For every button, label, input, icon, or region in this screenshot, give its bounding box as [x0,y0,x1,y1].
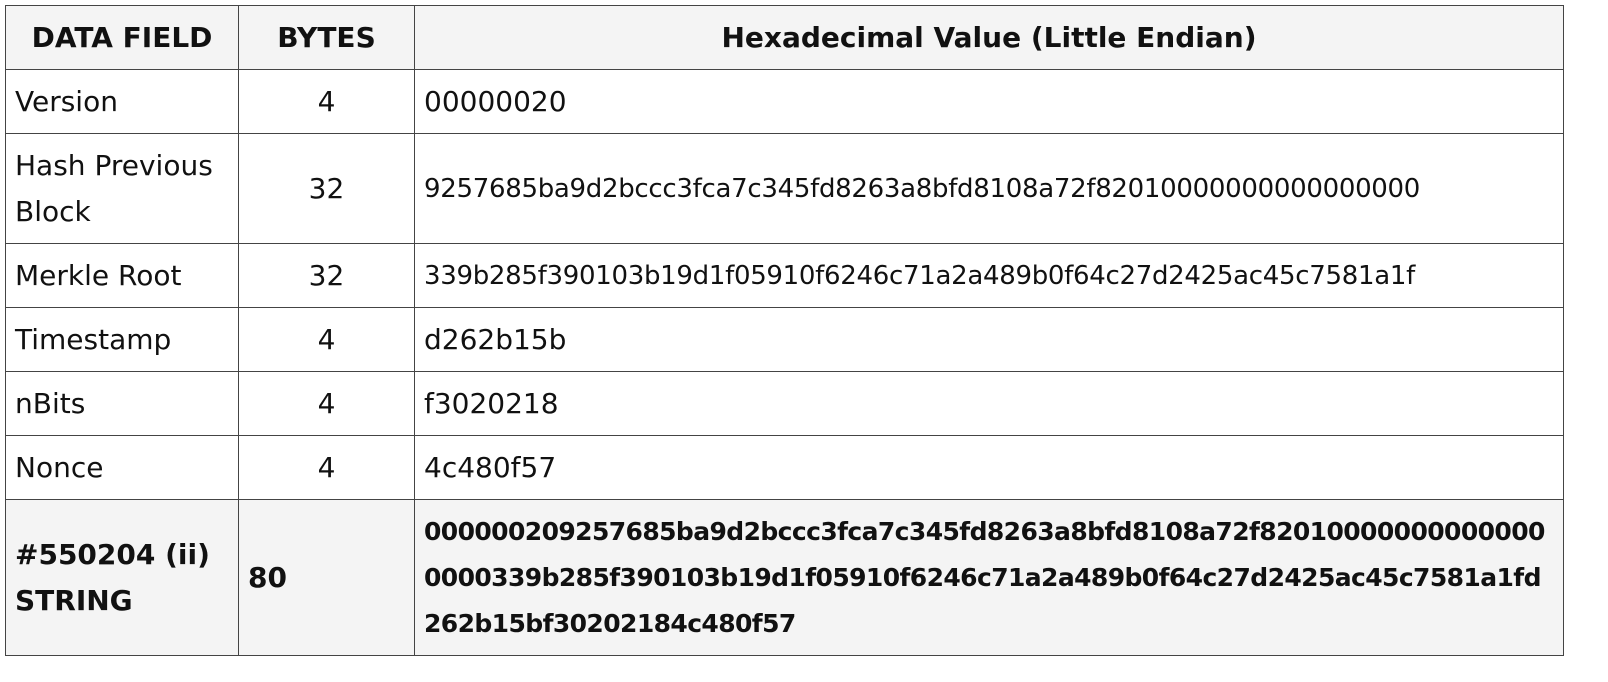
table-row: Version 4 00000020 [5,69,1564,134]
table-row-total: #550204 (ii) STRING 80 000000209257685ba… [5,499,1564,656]
bytes-cell: 4 [238,69,415,134]
hex-value-cell: 4c480f57 [414,435,1564,500]
total-field-name-cell: #550204 (ii) STRING [5,499,239,656]
column-header-bytes: BYTES [238,5,415,70]
field-name-cell: Merkle Root [5,243,239,308]
hex-value-cell: 00000020 [414,69,1564,134]
table-row: Merkle Root 32 339b285f390103b19d1f05910… [5,243,1564,308]
field-name-cell: Version [5,69,239,134]
total-bytes-cell: 80 [238,499,415,656]
table-row: Timestamp 4 d262b15b [5,307,1564,372]
column-header-hex-value: Hexadecimal Value (Little Endian) [414,5,1564,70]
hex-value-cell: d262b15b [414,307,1564,372]
field-name-cell: Hash Previous Block [5,133,239,244]
bytes-cell: 4 [238,371,415,436]
column-header-data-field: DATA FIELD [5,5,239,70]
bytes-cell: 4 [238,307,415,372]
field-name-cell: Nonce [5,435,239,500]
bytes-cell: 4 [238,435,415,500]
field-name-cell: Timestamp [5,307,239,372]
field-name-cell: nBits [5,371,239,436]
table-header-row: DATA FIELD BYTES Hexadecimal Value (Litt… [5,5,1564,70]
hex-value-cell: 339b285f390103b19d1f05910f6246c71a2a489b… [414,243,1564,308]
table-row: nBits 4 f3020218 [5,371,1564,436]
hex-value-cell: f3020218 [414,371,1564,436]
bytes-cell: 32 [238,133,415,244]
table-row: Hash Previous Block 32 9257685ba9d2bccc3… [5,133,1564,244]
table-row: Nonce 4 4c480f57 [5,435,1564,500]
block-header-table: DATA FIELD BYTES Hexadecimal Value (Litt… [5,5,1564,656]
hex-value-cell: 9257685ba9d2bccc3fca7c345fd8263a8bfd8108… [414,133,1564,244]
total-hex-string-cell: 000000209257685ba9d2bccc3fca7c345fd8263a… [414,499,1564,656]
bytes-cell: 32 [238,243,415,308]
